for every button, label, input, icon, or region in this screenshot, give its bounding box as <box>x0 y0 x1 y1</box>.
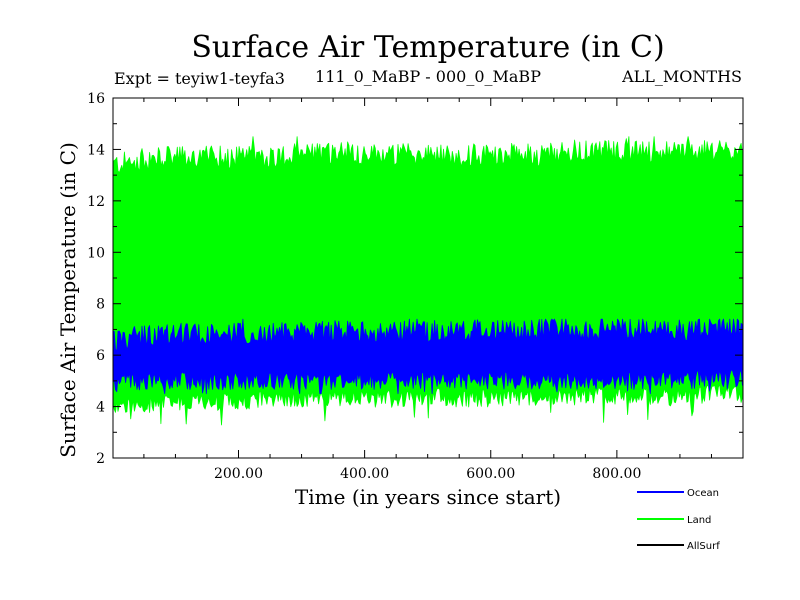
ocean-envelope <box>112 318 743 395</box>
x-tick-label: 800.00 <box>592 466 641 482</box>
period-label: 111_0_MaBP - 000_0_MaBP <box>315 67 541 86</box>
y-tick-label: 6 <box>96 348 105 364</box>
y-tick-label: 12 <box>87 194 105 210</box>
chart-title: Surface Air Temperature (in C) <box>191 30 664 65</box>
x-tick-label: 600.00 <box>466 466 515 482</box>
y-tick-label: 4 <box>96 400 105 416</box>
legend-allsurf-label: AllSurf <box>687 541 720 552</box>
x-tick-label: 200.00 <box>214 466 263 482</box>
series-layer <box>112 136 743 426</box>
y-tick-label: 16 <box>87 91 105 107</box>
legend: Ocean Land AllSurf <box>637 488 720 552</box>
y-axis-label: Surface Air Temperature (in C) <box>56 142 80 458</box>
legend-land-label: Land <box>687 515 711 526</box>
y-tick-label: 14 <box>87 142 105 158</box>
months-label: ALL_MONTHS <box>621 67 742 86</box>
x-axis-label: Time (in years since start) <box>295 485 561 509</box>
y-axis-ticks: 2 4 6 8 10 12 14 16 <box>87 91 743 467</box>
experiment-label: Expt = teyiw1-teyfa3 <box>114 69 285 88</box>
x-tick-label: 400.00 <box>340 466 389 482</box>
legend-ocean-label: Ocean <box>687 488 719 499</box>
series-ocean <box>112 318 743 395</box>
y-tick-label: 8 <box>96 297 105 313</box>
y-tick-label: 2 <box>96 451 105 467</box>
x-axis-ticks: 200.00 400.00 600.00 800.00 <box>143 98 712 482</box>
y-tick-label: 10 <box>87 245 105 261</box>
